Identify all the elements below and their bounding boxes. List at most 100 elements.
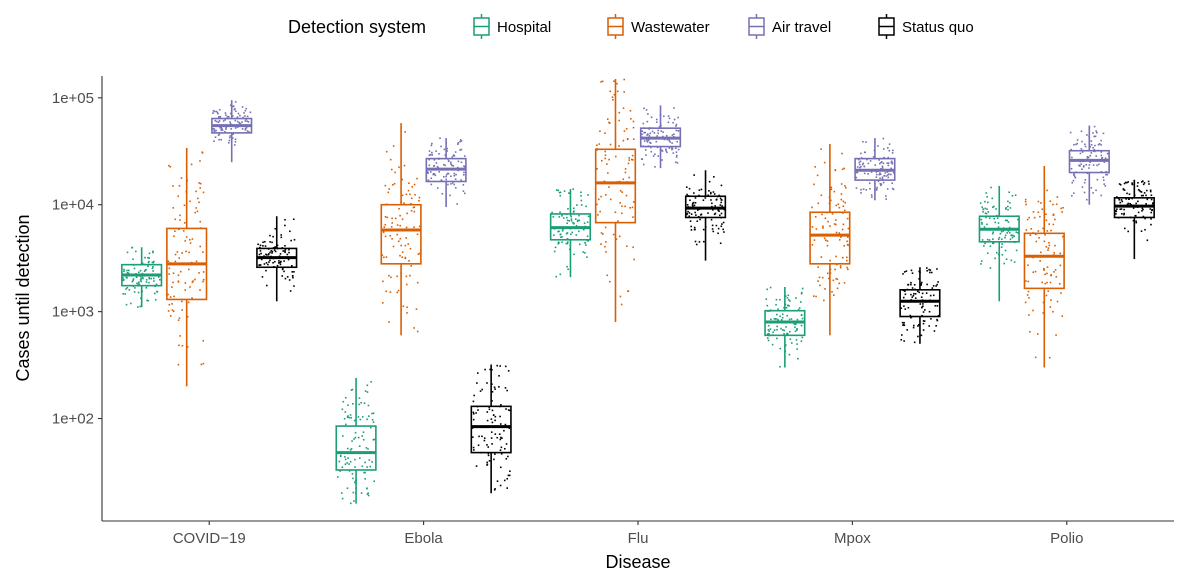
jitter-point	[632, 201, 635, 203]
jitter-point	[885, 198, 887, 200]
jitter-point	[349, 502, 352, 505]
jitter-point	[357, 416, 360, 418]
jitter-point	[922, 329, 925, 331]
jitter-point	[354, 431, 357, 434]
jitter-point	[779, 365, 781, 368]
jitter-point	[416, 330, 419, 333]
jitter-point	[1093, 125, 1096, 128]
jitter-point	[820, 148, 822, 150]
jitter-point	[574, 218, 577, 220]
jitter-point	[711, 202, 713, 205]
jitter-point	[910, 281, 912, 284]
jitter-point	[1150, 211, 1153, 214]
jitter-point	[181, 309, 183, 311]
jitter-point	[767, 328, 770, 331]
jitter-point	[406, 312, 408, 314]
jitter-point	[981, 239, 984, 241]
jitter-point	[487, 446, 490, 448]
jitter-point	[354, 458, 356, 461]
jitter-point	[990, 186, 992, 189]
jitter-point	[218, 138, 220, 141]
jitter-point	[236, 126, 239, 128]
jitter-point	[1138, 189, 1141, 192]
jitter-point	[986, 223, 988, 226]
jitter-point	[912, 324, 915, 327]
jitter-point	[413, 183, 416, 186]
jitter-point	[911, 296, 914, 299]
jitter-point	[219, 126, 221, 129]
jitter-point	[144, 269, 147, 271]
jitter-point	[801, 287, 804, 290]
jitter-point	[891, 182, 894, 185]
jitter-point	[245, 107, 248, 110]
jitter-point	[369, 426, 372, 429]
jitter-point	[491, 391, 494, 393]
jitter-point	[498, 375, 500, 377]
jitter-point	[1034, 270, 1037, 273]
jitter-point	[441, 192, 444, 195]
jitter-point	[1145, 194, 1147, 197]
jitter-point	[126, 286, 129, 289]
jitter-point	[905, 270, 908, 272]
jitter-point	[573, 210, 575, 212]
jitter-point	[979, 202, 982, 204]
jitter-point	[154, 298, 157, 301]
jitter-point	[1024, 198, 1027, 201]
jitter-point	[609, 198, 612, 201]
jitter-point	[845, 186, 847, 189]
jitter-point	[1086, 198, 1088, 201]
jitter-point	[686, 193, 688, 196]
jitter-point	[1081, 140, 1083, 143]
jitter-point	[863, 165, 866, 168]
jitter-point	[689, 199, 691, 202]
jitter-point	[201, 151, 204, 154]
jitter-point	[875, 176, 878, 178]
jitter-point	[182, 230, 185, 232]
jitter-point	[1127, 181, 1130, 183]
jitter-point	[481, 435, 483, 438]
jitter-point	[496, 436, 499, 439]
jitter-point	[393, 182, 396, 185]
jitter-point	[907, 283, 910, 286]
jitter-point	[234, 101, 237, 103]
jitter-point	[157, 276, 160, 278]
jitter-point	[1055, 334, 1057, 336]
jitter-point	[984, 242, 986, 245]
jitter-point	[836, 278, 839, 281]
jitter-point	[1052, 310, 1054, 313]
jitter-point	[479, 390, 482, 392]
jitter-point	[1001, 238, 1003, 241]
jitter-point	[505, 408, 507, 410]
jitter-point	[875, 189, 878, 191]
jitter-point	[498, 386, 500, 388]
jitter-point	[199, 187, 202, 189]
box	[1023, 232, 1065, 290]
jitter-point	[273, 249, 276, 251]
jitter-point	[431, 142, 433, 145]
jitter-point	[796, 318, 799, 321]
jitter-point	[926, 269, 928, 272]
jitter-point	[1027, 280, 1030, 283]
jitter-point	[190, 163, 193, 166]
jitter-point	[862, 162, 865, 165]
jitter-point	[225, 128, 227, 130]
jitter-point	[655, 121, 658, 123]
jitter-point	[1062, 235, 1064, 238]
jitter-point	[499, 423, 502, 425]
jitter-point	[714, 212, 717, 215]
jitter-point	[891, 187, 894, 190]
jitter-point	[781, 313, 784, 316]
jitter-point	[648, 134, 651, 137]
jitter-point	[430, 144, 433, 147]
jitter-point	[244, 129, 247, 131]
jitter-point	[838, 232, 841, 234]
jitter-point	[712, 191, 715, 193]
jitter-point	[405, 275, 408, 278]
jitter-point	[906, 329, 908, 331]
jitter-point	[1004, 219, 1007, 222]
jitter-point	[780, 327, 782, 330]
jitter-point	[821, 276, 824, 279]
jitter-point	[1121, 200, 1124, 203]
jitter-point	[623, 78, 625, 81]
jitter-point	[796, 327, 798, 330]
